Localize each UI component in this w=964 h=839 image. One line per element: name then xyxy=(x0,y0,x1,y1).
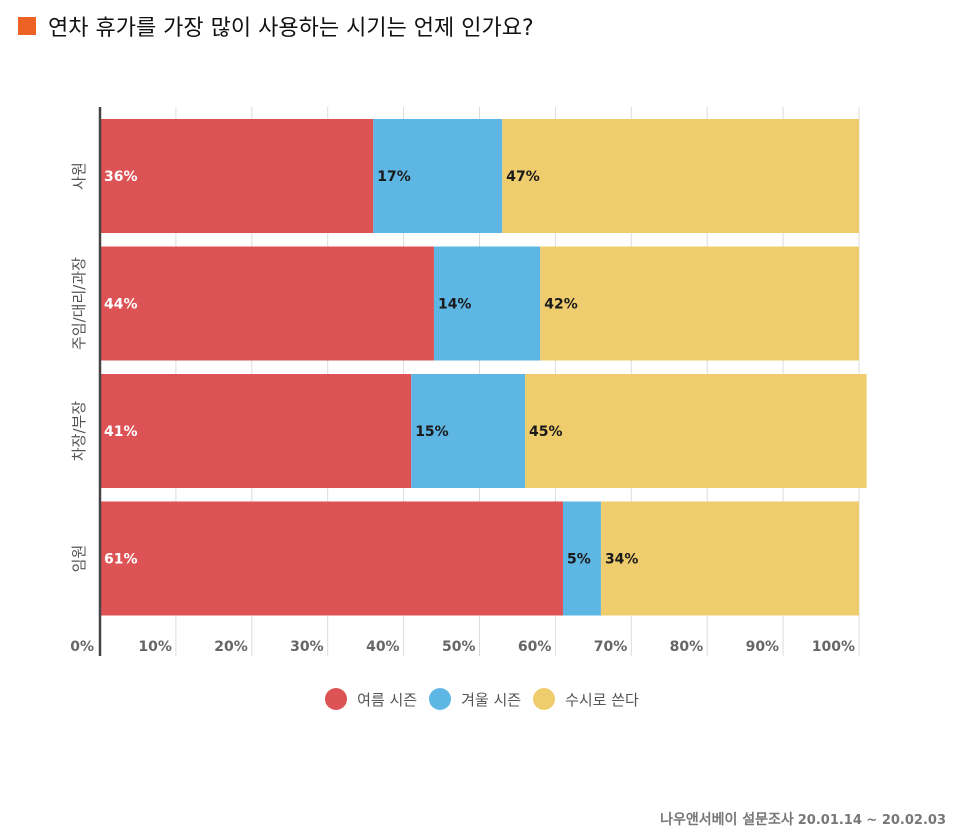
footer-source: 나우앤서베이 설문조사 20.01.14 ~ 20.02.03 xyxy=(660,809,946,829)
bar-segment xyxy=(100,246,434,361)
legend-swatch-winter xyxy=(429,688,452,710)
title-marker-square xyxy=(18,17,36,35)
category-label: 주임/대리/과장 xyxy=(70,257,88,350)
legend: 여름 시즌 겨울 시즌 수시로 쓴다 xyxy=(0,688,964,710)
bar-segment xyxy=(562,501,601,616)
category-label: 차장/부장 xyxy=(70,401,88,461)
legend-swatch-summer xyxy=(325,688,348,710)
bar-segment xyxy=(373,119,503,233)
bar-segment xyxy=(433,246,541,361)
x-tick-label: 100% xyxy=(812,639,855,655)
footer-period: 20.01.14 ~ 20.02.03 xyxy=(797,813,946,828)
x-tick-label: 90% xyxy=(746,639,780,655)
chart-title: 연차 휴가를 가장 많이 사용하는 시기는 언제 인가요? xyxy=(48,16,534,41)
legend-item-anytime: 수시로 쓴다 xyxy=(533,688,639,710)
legend-swatch-anytime xyxy=(533,688,556,710)
x-tick-label: 0% xyxy=(70,639,94,655)
data-label: 47% xyxy=(506,169,540,185)
data-label: 17% xyxy=(377,169,411,185)
data-label: 45% xyxy=(529,424,563,440)
category-label: 사원 xyxy=(70,162,88,190)
bar-segment xyxy=(100,119,374,233)
legend-label-anytime: 수시로 쓴다 xyxy=(565,690,639,709)
x-tick-label: 70% xyxy=(594,639,628,655)
x-tick-label: 40% xyxy=(366,639,400,655)
x-tick-label: 80% xyxy=(670,639,704,655)
x-tick-label: 30% xyxy=(290,639,324,655)
data-label: 34% xyxy=(605,552,639,568)
bar-segment xyxy=(600,501,859,616)
x-tick-label: 50% xyxy=(442,639,476,655)
category-label: 임원 xyxy=(70,545,88,573)
x-tick-label: 60% xyxy=(518,639,552,655)
data-label: 14% xyxy=(438,297,472,313)
data-label: 5% xyxy=(567,552,591,568)
footer-source-name: 나우앤서베이 설문조사 xyxy=(660,812,794,828)
legend-label-winter: 겨울 시즌 xyxy=(461,690,522,709)
bar-segment xyxy=(540,246,859,361)
bar-segment xyxy=(100,501,563,616)
data-label: 44% xyxy=(104,297,138,313)
title-row: 연차 휴가를 가장 많이 사용하는 시기는 언제 인가요? xyxy=(18,10,534,42)
bar-segment xyxy=(525,374,867,488)
bar-segment xyxy=(411,374,526,488)
bar-segment xyxy=(100,374,412,488)
data-label: 61% xyxy=(104,552,138,568)
data-label: 36% xyxy=(104,169,138,185)
legend-item-summer: 여름 시즌 xyxy=(325,688,417,710)
data-label: 42% xyxy=(544,297,578,313)
legend-label-summer: 여름 시즌 xyxy=(357,690,418,709)
stacked-bar-chart: 36% 17% 47% 사원 44% 14% 42% 주임/대리/과장 41% 15% 45% 차장/… xyxy=(70,107,867,656)
x-tick-label: 20% xyxy=(214,639,248,655)
data-label: 41% xyxy=(104,424,138,440)
legend-item-winter: 겨울 시즌 xyxy=(429,688,521,710)
data-label: 15% xyxy=(415,424,449,440)
x-tick-label: 10% xyxy=(138,639,172,655)
bar-segment xyxy=(502,119,859,233)
